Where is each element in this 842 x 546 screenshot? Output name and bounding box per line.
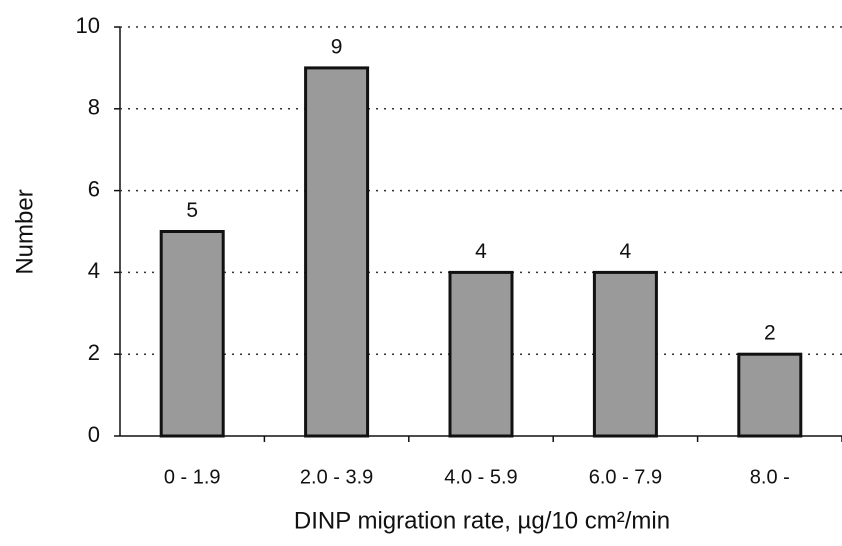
y-tick-label: 10: [76, 13, 100, 38]
data-label: 5: [186, 199, 198, 222]
bar: [448, 270, 514, 438]
bar: [159, 230, 225, 438]
x-tick-label: 2.0 - 3.9: [300, 466, 373, 488]
y-axis-title: Number: [11, 189, 38, 274]
data-label: 9: [331, 35, 343, 58]
y-tick-label: 8: [88, 95, 100, 120]
data-label: 4: [620, 240, 632, 263]
data-label: 2: [764, 322, 776, 345]
y-tick-label: 0: [88, 422, 100, 447]
x-tick-label: 0 - 1.9: [164, 466, 221, 488]
bar: [304, 66, 370, 438]
y-tick-label: 6: [88, 176, 100, 201]
bar: [737, 352, 803, 438]
bar: [592, 270, 658, 438]
y-tick-label: 2: [88, 340, 100, 365]
x-tick-label: 6.0 - 7.9: [589, 466, 662, 488]
data-label: 4: [475, 240, 487, 263]
x-axis-title: DINP migration rate, µg/10 cm²/min: [294, 507, 670, 534]
y-tick-label: 4: [88, 258, 100, 283]
x-tick-label: 8.0 -: [750, 466, 790, 488]
x-tick-label: 4.0 - 5.9: [444, 466, 517, 488]
